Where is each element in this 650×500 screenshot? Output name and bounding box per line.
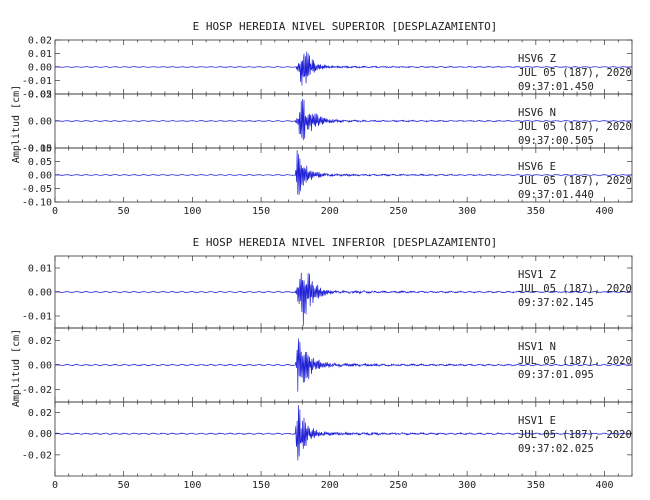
station-label: HSV1 E — [518, 415, 556, 427]
time-label: 09:37:01.095 — [518, 369, 594, 381]
y-tick-label: 0.02 — [28, 36, 52, 47]
y-axis-label-upper: Amplitud [cm] — [11, 85, 22, 163]
x-tick-label: 200 — [321, 480, 339, 491]
date-label: JUL 05 (187), 2020 — [518, 429, 632, 441]
x-tick-label: 150 — [252, 480, 270, 491]
station-label: HSV6 Z — [518, 53, 556, 65]
x-tick-label: 400 — [595, 206, 613, 217]
y-tick-label: 0.02 — [28, 336, 52, 347]
chart-title-upper: E HOSP HEREDIA NIVEL SUPERIOR [DESPLAZAM… — [193, 20, 498, 33]
y-tick-label: 0.10 — [28, 144, 52, 155]
y-tick-label: 0.05 — [28, 157, 52, 168]
x-tick-label: 350 — [527, 206, 545, 217]
y-tick-label: -0.02 — [22, 385, 52, 396]
x-tick-label: 400 — [595, 480, 613, 491]
x-tick-label: 0 — [52, 206, 58, 217]
seismic-trace-hsv1-e — [54, 405, 633, 461]
time-label: 09:37:01.450 — [518, 81, 594, 93]
y-tick-label: -0.01 — [22, 76, 52, 87]
x-tick-label: 250 — [389, 206, 407, 217]
x-tick-label: 100 — [183, 206, 201, 217]
y-tick-label: -0.10 — [22, 198, 52, 209]
y-tick-label: 0.00 — [28, 361, 52, 372]
y-tick-label: -0.02 — [22, 450, 52, 461]
y-tick-label: 0.00 — [28, 429, 52, 440]
time-label: 09:37:02.145 — [518, 297, 594, 309]
y-tick-label: -0.05 — [22, 184, 52, 195]
y-tick-label: -0.02 — [22, 90, 52, 101]
y-tick-label: 0.00 — [28, 288, 52, 299]
time-label: 09:37:02.025 — [518, 443, 594, 455]
date-label: JUL 05 (187), 2020 — [518, 121, 632, 133]
date-label: JUL 05 (187), 2020 — [518, 355, 632, 367]
y-tick-label: 0.02 — [28, 408, 52, 419]
station-label: HSV6 N — [518, 107, 556, 119]
y-tick-label: 0.01 — [28, 49, 52, 60]
y-axis-label-lower: Amplitud [cm] — [11, 329, 22, 407]
time-label: 09:37:00.505 — [518, 135, 594, 147]
x-tick-label: 50 — [118, 480, 130, 491]
x-tick-label: 300 — [458, 206, 476, 217]
chart-title-lower: E HOSP HEREDIA NIVEL INFERIOR [DESPLAZAM… — [193, 236, 498, 249]
x-tick-label: 0 — [52, 480, 58, 491]
station-label: HSV6 E — [518, 161, 556, 173]
x-tick-label: 350 — [527, 480, 545, 491]
x-tick-label: 300 — [458, 480, 476, 491]
y-tick-label: -0.05 — [22, 144, 52, 155]
y-tick-label: 0.00 — [28, 171, 52, 182]
time-label: 09:37:01.440 — [518, 189, 594, 201]
y-tick-label: 0.00 — [28, 63, 52, 74]
x-tick-label: 150 — [252, 206, 270, 217]
y-tick-label: -0.01 — [22, 312, 52, 323]
date-label: JUL 05 (187), 2020 — [518, 283, 632, 295]
y-tick-label: 0.01 — [28, 264, 52, 275]
x-tick-label: 200 — [321, 206, 339, 217]
x-tick-label: 100 — [183, 480, 201, 491]
station-label: HSV1 N — [518, 341, 556, 353]
date-label: JUL 05 (187), 2020 — [518, 67, 632, 79]
date-label: JUL 05 (187), 2020 — [518, 175, 632, 187]
seismic-trace-hsv1-z — [54, 272, 633, 326]
x-tick-label: 250 — [389, 480, 407, 491]
seismic-trace-hsv6-n — [54, 99, 633, 141]
station-label: HSV1 Z — [518, 269, 556, 281]
seismic-trace-hsv6-z — [54, 51, 633, 86]
seismic-trace-hsv1-n — [54, 338, 633, 392]
seismic-trace-hsv6-e — [54, 150, 633, 195]
x-tick-label: 50 — [118, 206, 130, 217]
y-tick-label: 0.00 — [28, 117, 52, 128]
y-tick-label: 0.05 — [28, 90, 52, 101]
